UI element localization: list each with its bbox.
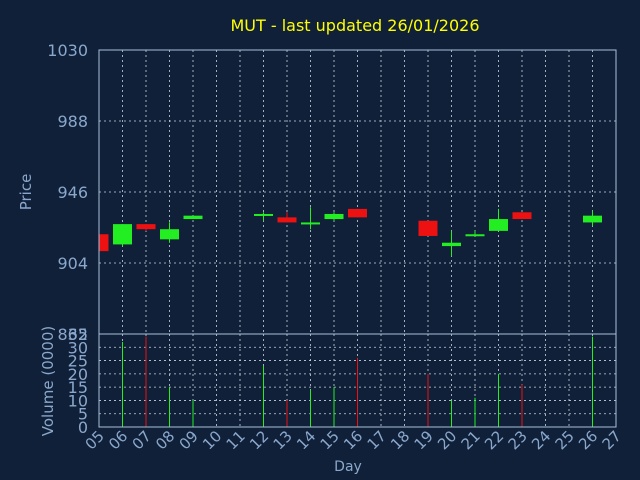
volume-tick-label: 35 xyxy=(68,325,88,344)
volume-grid xyxy=(99,334,616,427)
candle-body xyxy=(348,208,367,218)
candle-body xyxy=(324,213,344,220)
candle-body xyxy=(489,219,508,231)
volume-tick-label: 30 xyxy=(68,338,88,357)
chart-title: MUT - last updated 26/01/2026 xyxy=(230,16,479,35)
price-tick-label: 904 xyxy=(57,254,88,273)
candle-body xyxy=(99,234,109,252)
candle-body xyxy=(113,224,132,245)
volume-tick-label: 15 xyxy=(68,378,88,397)
price-tick-label: 946 xyxy=(57,183,88,202)
price-tick-label: 862 xyxy=(57,325,88,344)
price-grid xyxy=(99,50,616,334)
price-tick-label: 988 xyxy=(57,112,88,131)
volume-tick-label: 5 xyxy=(78,405,88,424)
volume-bars xyxy=(122,336,593,427)
volume-panel-frame xyxy=(98,333,617,428)
volume-tick-label: 0 xyxy=(78,418,88,437)
volume-axis-label: Volume (0000) xyxy=(39,326,57,436)
candle-body xyxy=(136,224,156,230)
candle-body xyxy=(254,213,273,216)
x-axis-label: Day xyxy=(334,459,362,475)
candle-body xyxy=(277,217,297,223)
volume-tick-label: 25 xyxy=(68,352,88,371)
volume-tick-label: 10 xyxy=(68,391,88,410)
x-tick-labels: 0506070809101112131415161718192021222324… xyxy=(82,427,625,453)
candle-body xyxy=(160,229,179,240)
candle-body xyxy=(301,222,320,225)
candle-body xyxy=(512,212,532,220)
volume-tick-label: 20 xyxy=(68,365,88,384)
price-axis-label: Price xyxy=(17,174,35,211)
candle-body xyxy=(583,215,602,223)
candle-body xyxy=(183,215,203,220)
candle-body xyxy=(442,242,461,247)
candles xyxy=(98,207,602,257)
candle-body xyxy=(418,220,438,236)
candle-body xyxy=(465,234,485,237)
price-tick-label: 1030 xyxy=(47,41,88,60)
price-tick-labels: 1030 988 946 904 862 xyxy=(47,41,88,344)
